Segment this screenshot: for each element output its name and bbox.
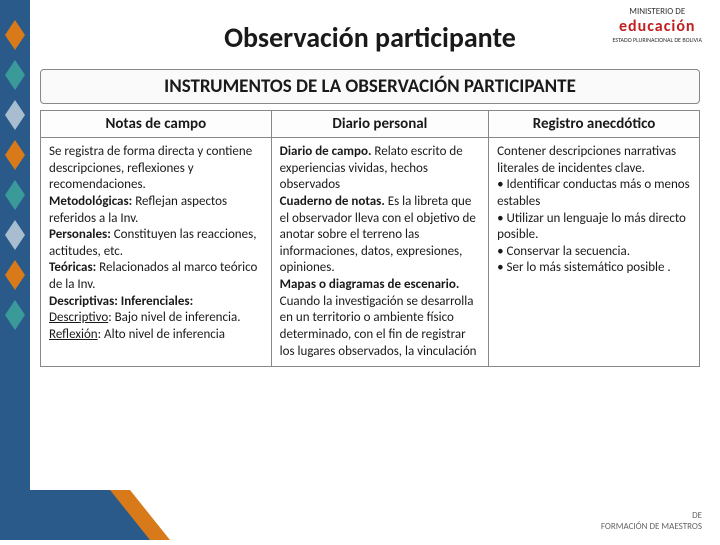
decorative-left-strip: [0, 0, 30, 540]
cell-registro: Contener descripciones narrativas litera…: [489, 138, 700, 367]
main-content: Observación participante INSTRUMENTOS DE…: [40, 20, 700, 367]
footer-line1: DE: [601, 510, 702, 521]
instruments-table: Notas de campo Diario personal Registro …: [40, 110, 700, 367]
cell-notas: Se registra de forma directa y contiene …: [41, 138, 272, 367]
footer-text: DE FORMACIÓN DE MAESTROS: [601, 510, 702, 532]
decorative-bottom-corner: [0, 490, 200, 540]
page-title: Observación participante: [40, 20, 700, 55]
table-row: Se registra de forma directa y contiene …: [41, 138, 700, 367]
col-header-notas: Notas de campo: [41, 111, 272, 138]
table-header-row: Notas de campo Diario personal Registro …: [41, 111, 700, 138]
logo-line1: MINISTERIO DE: [613, 6, 703, 17]
col-header-diario: Diario personal: [271, 111, 488, 138]
col-header-registro: Registro anecdótico: [489, 111, 700, 138]
section-header: INSTRUMENTOS DE LA OBSERVACIÓN PARTICIPA…: [40, 69, 700, 104]
footer-line2: FORMACIÓN DE MAESTROS: [601, 521, 702, 532]
cell-diario: Diario de campo. Relato escrito de exper…: [271, 138, 488, 367]
